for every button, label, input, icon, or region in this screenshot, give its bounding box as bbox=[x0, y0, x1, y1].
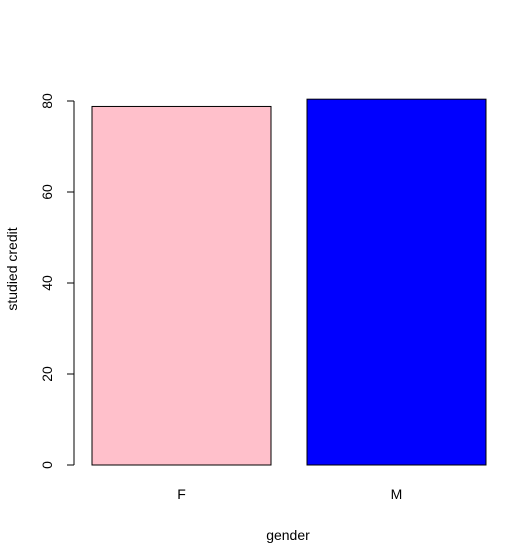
y-tick-label-60: 60 bbox=[39, 184, 55, 200]
y-tick-label-40: 40 bbox=[39, 275, 55, 291]
bar-f bbox=[91, 105, 272, 466]
y-tick-label-80: 80 bbox=[39, 93, 55, 109]
bars-group bbox=[91, 98, 487, 466]
y-axis-label: studied credit bbox=[4, 227, 20, 310]
x-axis-label: gender bbox=[266, 527, 310, 543]
y-tick-label-20: 20 bbox=[39, 366, 55, 382]
bar-m bbox=[306, 98, 487, 466]
x-tick-label-f: F bbox=[177, 486, 186, 502]
x-tick-label-m: M bbox=[391, 486, 403, 502]
y-axis: 0 20 40 60 80 bbox=[39, 93, 75, 469]
y-tick-label-0: 0 bbox=[39, 461, 55, 469]
